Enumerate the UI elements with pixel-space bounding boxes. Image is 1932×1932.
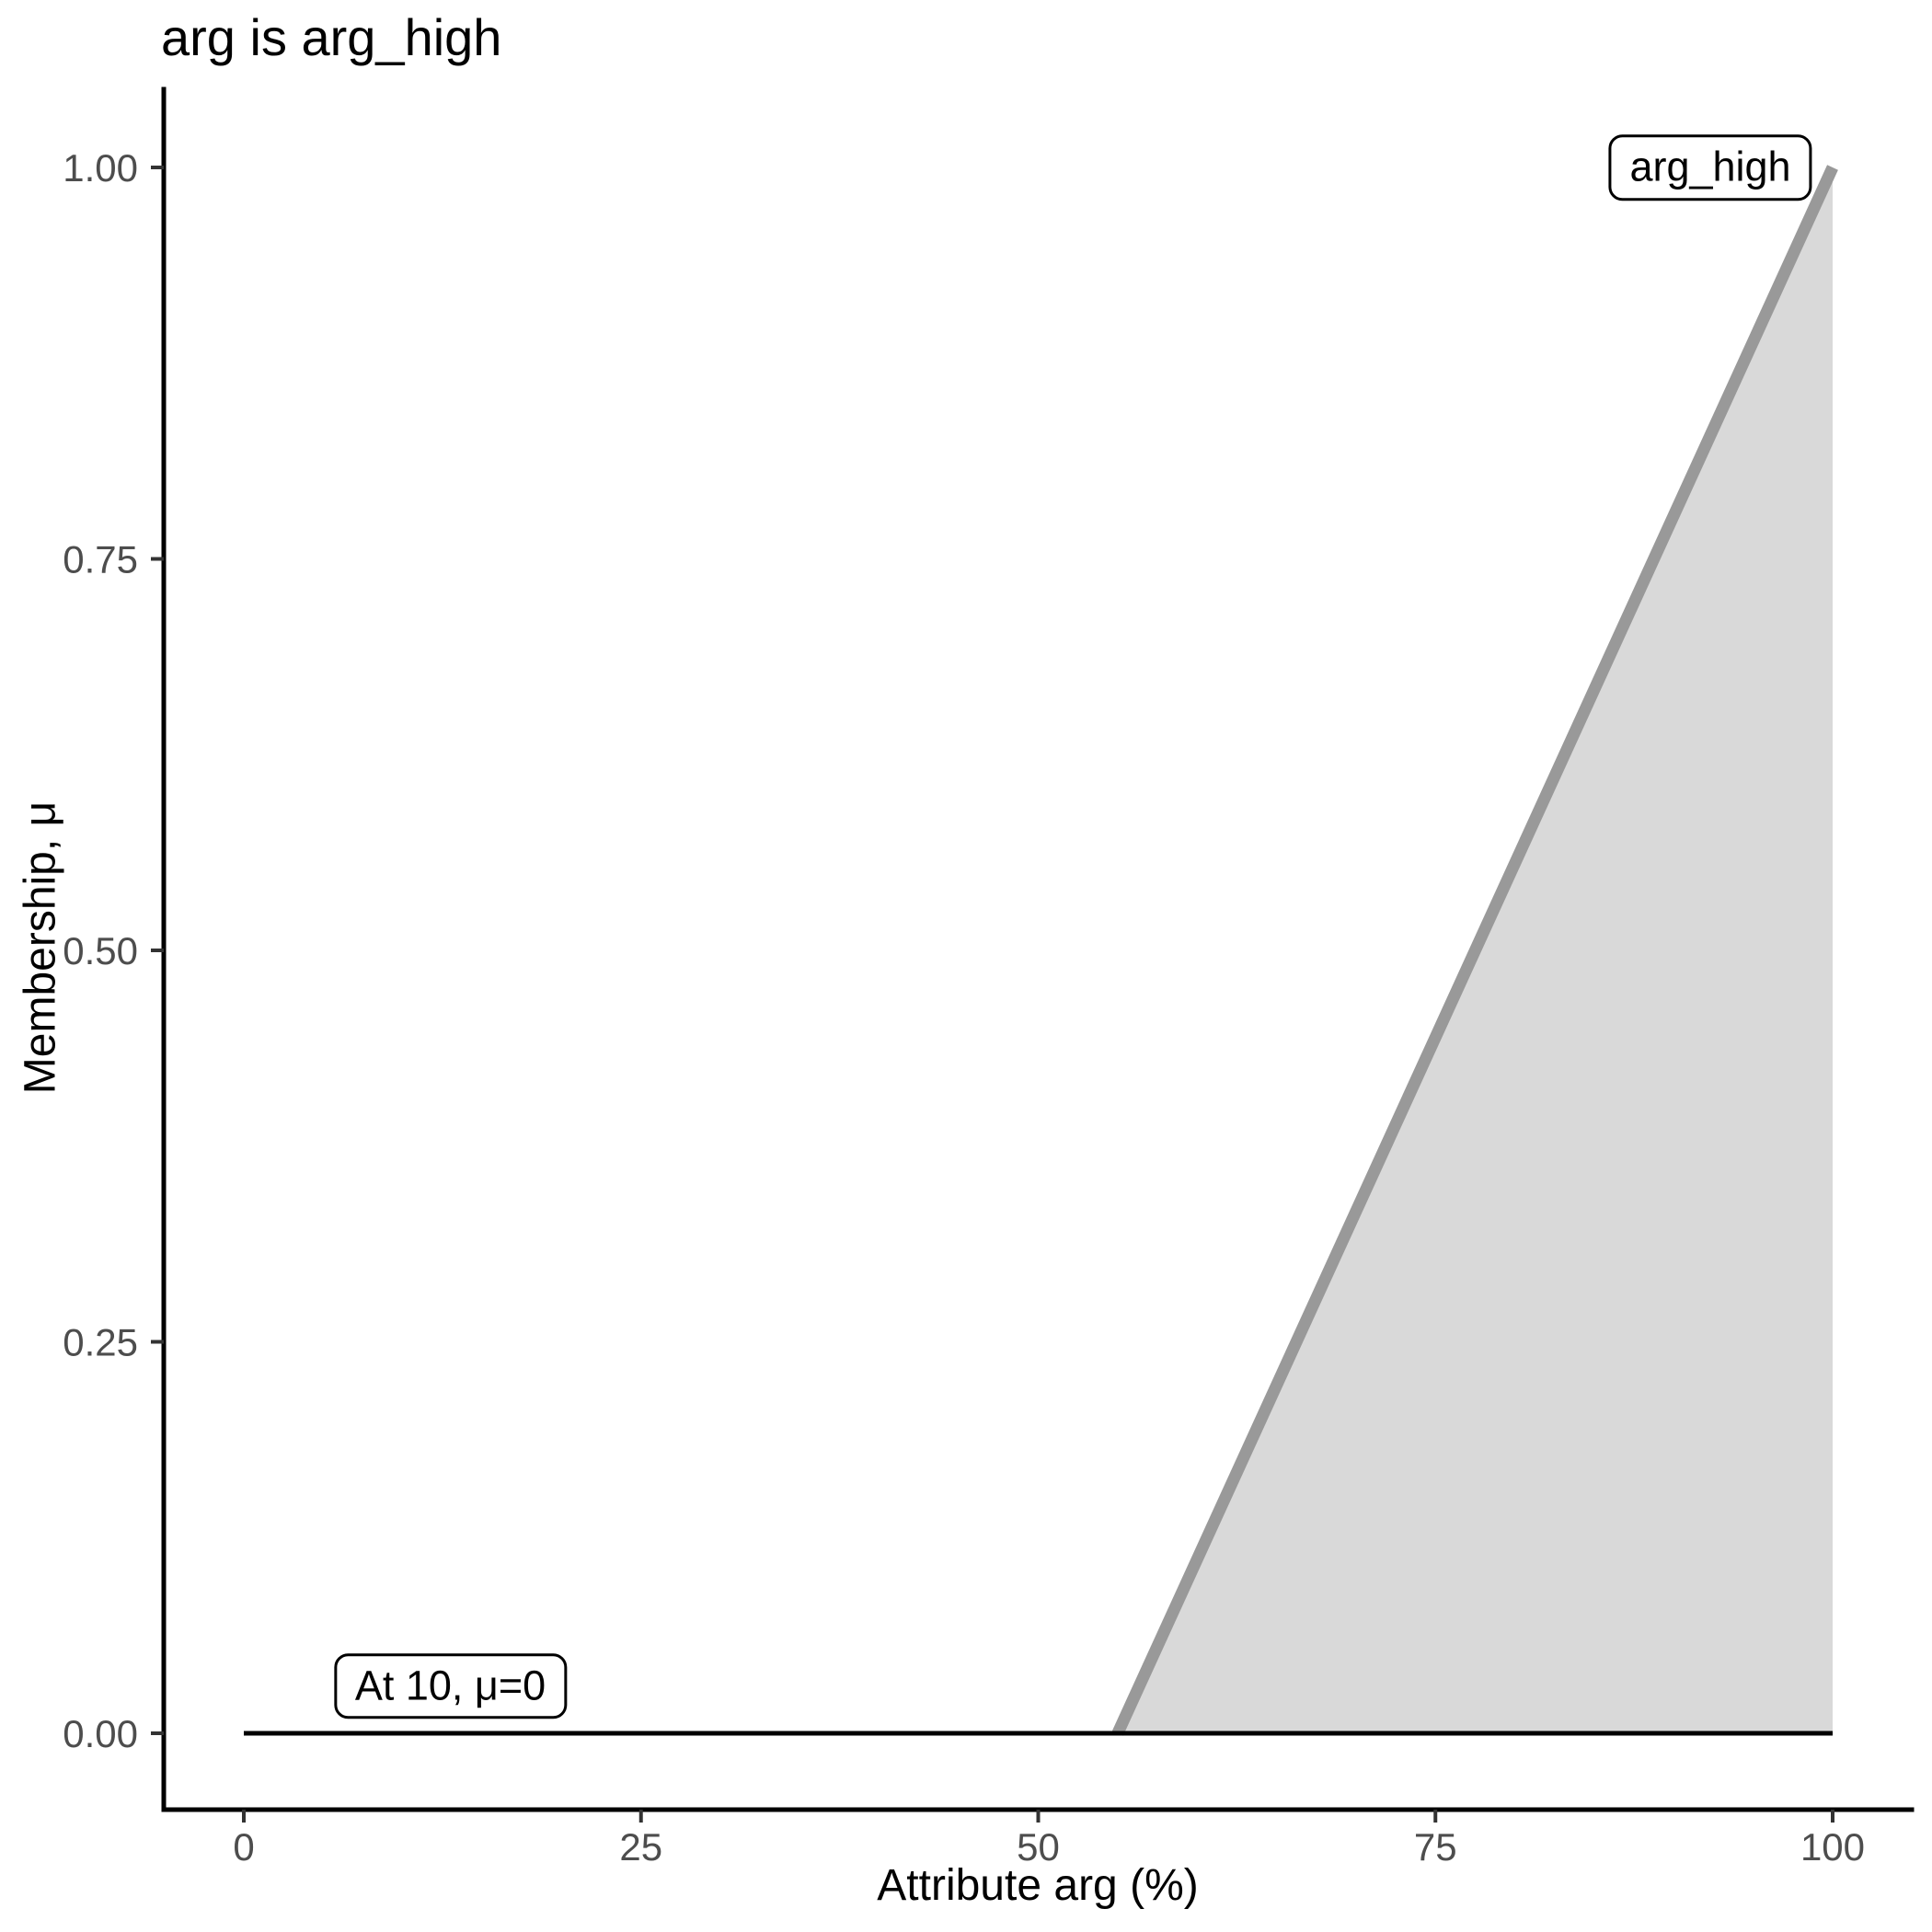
x-tick-label: 25 (619, 1825, 662, 1869)
x-tick-label: 100 (1800, 1825, 1865, 1869)
x-tick-label: 0 (233, 1825, 254, 1869)
y-tick-label: 0.00 (63, 1712, 138, 1755)
y-tick-label: 0.75 (63, 538, 138, 581)
annotation-box-arg-high: arg_high (1608, 134, 1812, 201)
y-tick-label: 1.00 (63, 146, 138, 190)
plot-title: arg is arg_high (161, 8, 502, 66)
x-tick-label: 75 (1414, 1825, 1457, 1869)
membership-ramp-line (1111, 165, 1838, 1736)
y-tick-label: 0.25 (63, 1321, 138, 1364)
x-axis-title: Attribute arg (%) (877, 1861, 1199, 1910)
y-axis-title: Membership, μ (16, 800, 65, 1095)
annotation-arg-high-text: arg_high (1629, 143, 1791, 190)
annotation-box-at-10-mu-0: At 10, μ=0 (333, 1653, 568, 1719)
x-tick-label: 50 (1017, 1825, 1060, 1869)
y-tick-label: 0.50 (63, 929, 138, 972)
annotation-at-10-text: At 10, μ=0 (354, 1662, 546, 1709)
